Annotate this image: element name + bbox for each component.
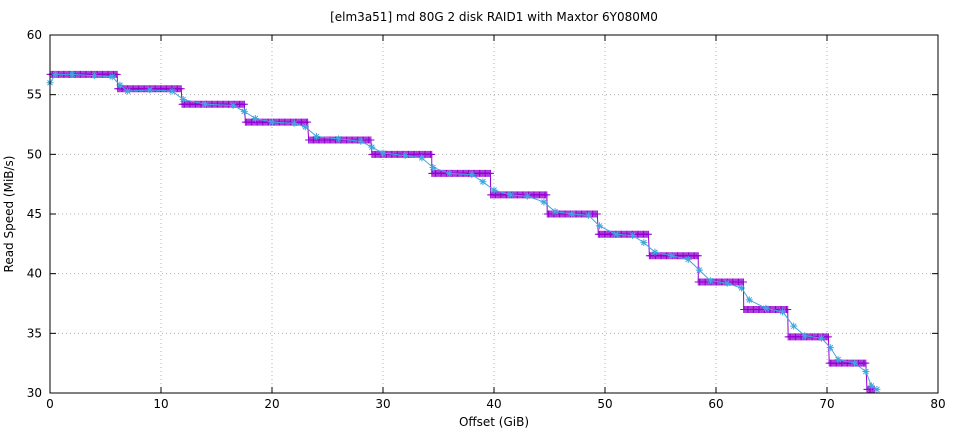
star-point xyxy=(229,101,237,109)
x-tick-label: 40 xyxy=(486,397,501,411)
star-point xyxy=(240,107,248,115)
star-point xyxy=(52,70,60,78)
star-point xyxy=(301,123,309,131)
star-point xyxy=(468,171,476,179)
star-point xyxy=(429,163,437,171)
star-point xyxy=(595,222,603,230)
star-point xyxy=(851,359,859,367)
plus-point xyxy=(862,359,870,367)
plus-point xyxy=(784,305,792,313)
star-point xyxy=(357,137,365,145)
plus-point xyxy=(694,252,702,260)
plus-point xyxy=(240,100,248,108)
star-point xyxy=(738,284,746,292)
series-star-markers xyxy=(46,70,881,393)
star-point xyxy=(116,81,124,89)
star-point xyxy=(723,279,731,287)
star-point xyxy=(418,154,426,162)
star-point xyxy=(523,192,531,200)
star-point xyxy=(108,73,116,81)
y-tick-labels: 30 35 40 45 50 55 60 xyxy=(27,28,42,400)
y-tick-label: 30 xyxy=(27,386,42,400)
plus-point xyxy=(593,210,601,218)
star-point xyxy=(779,308,787,316)
plus-point xyxy=(644,230,652,238)
x-tick-label: 80 xyxy=(930,397,945,411)
x-tick-label: 70 xyxy=(819,397,834,411)
star-point xyxy=(268,118,276,126)
series-star-line xyxy=(49,73,878,390)
plus-point xyxy=(739,278,747,286)
star-point xyxy=(790,322,798,330)
star-point xyxy=(862,368,870,376)
star-point xyxy=(146,86,154,94)
y-tick-label: 45 xyxy=(27,207,42,221)
star-point xyxy=(584,211,592,219)
star-point xyxy=(446,169,454,177)
star-point xyxy=(168,87,176,95)
star-point xyxy=(568,210,576,218)
star-point xyxy=(762,304,770,312)
y-tick-label: 35 xyxy=(27,326,42,340)
star-point xyxy=(651,248,659,256)
plus-point xyxy=(824,333,832,341)
star-point xyxy=(801,332,809,340)
star-point xyxy=(179,95,187,103)
star-point xyxy=(640,239,648,247)
star-point xyxy=(745,296,753,304)
plus-point xyxy=(113,70,121,78)
star-point xyxy=(817,334,825,342)
y-tick-label: 60 xyxy=(27,28,42,42)
star-point xyxy=(124,87,132,95)
plus-point xyxy=(486,169,494,177)
x-tick-label: 60 xyxy=(708,397,723,411)
series-plus-line xyxy=(50,73,875,390)
star-point xyxy=(379,149,387,157)
x-tick-label: 10 xyxy=(153,397,168,411)
plus-point xyxy=(543,191,551,199)
star-point xyxy=(684,255,692,263)
star-point xyxy=(867,382,875,390)
star-point xyxy=(90,72,98,80)
star-point xyxy=(540,198,548,206)
star-point xyxy=(490,186,498,194)
plus-point xyxy=(177,85,185,93)
star-point xyxy=(629,231,637,239)
star-point xyxy=(551,208,559,216)
x-tick-label: 0 xyxy=(46,397,54,411)
star-point xyxy=(507,191,515,199)
x-tick-labels: 0 10 20 30 40 50 60 70 80 xyxy=(46,397,945,411)
star-point xyxy=(826,344,834,352)
star-point xyxy=(612,230,620,238)
star-point xyxy=(368,143,376,151)
star-point xyxy=(401,152,409,160)
star-point xyxy=(695,266,703,274)
chart-title: [elm3a51] md 80G 2 disk RAID1 with Maxto… xyxy=(330,10,658,24)
star-point xyxy=(68,70,76,78)
x-tick-label: 30 xyxy=(375,397,390,411)
series-plus-markers xyxy=(46,70,878,393)
star-point xyxy=(873,385,881,393)
x-axis-label: Offset (GiB) xyxy=(459,415,529,429)
star-point xyxy=(201,100,209,108)
y-axis-label: Read Speed (MiB/s) xyxy=(2,156,16,273)
star-point xyxy=(312,132,320,140)
star-point xyxy=(479,178,487,186)
star-point xyxy=(251,115,259,123)
star-point xyxy=(335,135,343,143)
y-tick-label: 55 xyxy=(27,88,42,102)
grid-lines xyxy=(50,35,938,393)
x-tick-label: 20 xyxy=(264,397,279,411)
y-tick-label: 40 xyxy=(27,267,42,281)
star-point xyxy=(668,252,676,260)
star-point xyxy=(706,277,714,285)
star-point xyxy=(290,119,298,127)
plus-point xyxy=(428,150,436,158)
plus-point xyxy=(367,136,375,144)
x-tick-label: 50 xyxy=(597,397,612,411)
y-tick-label: 50 xyxy=(27,147,42,161)
plot-frame xyxy=(49,34,939,394)
star-point xyxy=(834,356,842,364)
